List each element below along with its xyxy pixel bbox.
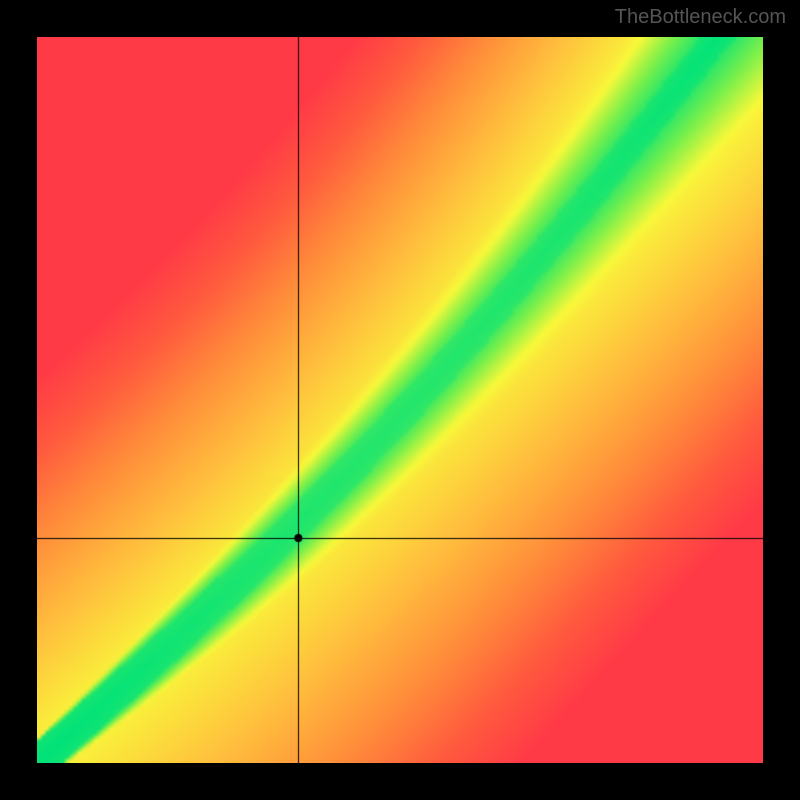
- bottleneck-heatmap: [37, 37, 763, 763]
- site-attribution: TheBottleneck.com: [615, 6, 786, 29]
- heatmap-canvas: [37, 37, 763, 763]
